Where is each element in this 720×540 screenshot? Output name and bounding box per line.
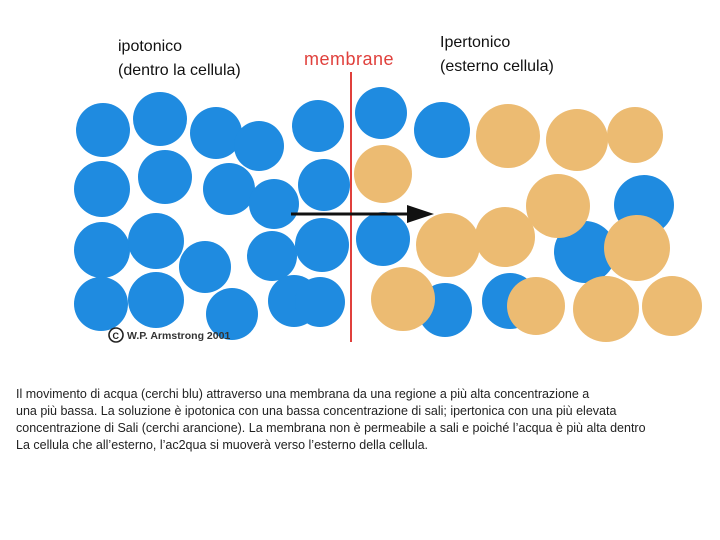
copyright-mark: C W.P. Armstrong 2001 (108, 327, 230, 343)
salt-molecule-circle (371, 267, 435, 331)
caption: Il movimento di acqua (cerchi blu) attra… (16, 386, 720, 454)
water-molecule-circle (203, 163, 255, 215)
salt-molecule-circle (416, 213, 480, 277)
water-molecule-circle (298, 159, 350, 211)
hypotonic-label: ipotonico (dentro la cellula) (118, 38, 241, 79)
water-molecule-circle (206, 288, 258, 340)
salt-molecule-circle (642, 276, 702, 336)
salt-molecule-circle (476, 104, 540, 168)
water-molecule-circle (128, 213, 184, 269)
water-molecule-circle (292, 100, 344, 152)
water-molecule-circle (74, 277, 128, 331)
molecule-circles (74, 87, 702, 342)
salt-molecule-circle (507, 277, 565, 335)
water-molecule-circle (76, 103, 130, 157)
caption-line: La cellula che all’esterno, l’ac2qua si … (16, 438, 429, 452)
membrane-label: membrane (304, 49, 394, 69)
hypertonic-label: Ipertonico (esterno cellula) (440, 34, 554, 75)
water-molecule-circle (133, 92, 187, 146)
caption-line: una più bassa. La soluzione è ipotonica … (16, 404, 617, 418)
water-molecule-circle (295, 277, 345, 327)
water-molecule-circle (249, 179, 299, 229)
water-molecule-circle (138, 150, 192, 204)
salt-molecule-circle (526, 174, 590, 238)
caption-line: concentrazione di Sali (cerchi arancione… (16, 421, 646, 435)
water-molecule-circle (355, 87, 407, 139)
water-molecule-circle (234, 121, 284, 171)
svg-text:C: C (113, 331, 120, 341)
water-molecule-circle (295, 218, 349, 272)
salt-molecule-circle (546, 109, 608, 171)
water-molecule-circle (128, 272, 184, 328)
salt-molecule-circle (354, 145, 412, 203)
water-molecule-circle (190, 107, 242, 159)
caption-line: Il movimento di acqua (cerchi blu) attra… (16, 387, 590, 401)
water-molecule-circle (247, 231, 297, 281)
salt-molecule-circle (573, 276, 639, 342)
water-molecule-circle (74, 161, 130, 217)
salt-molecule-circle (475, 207, 535, 267)
water-molecule-circle (356, 212, 410, 266)
copyright-label: W.P. Armstrong 2001 (127, 330, 230, 342)
water-molecule-circle (74, 222, 130, 278)
salt-molecule-circle (604, 215, 670, 281)
water-molecule-circle (179, 241, 231, 293)
osmosis-diagram: membrane C W.P. Armstrong 2001 (74, 49, 702, 343)
copyright-icon (108, 327, 124, 343)
water-flow-arrowhead (407, 205, 434, 223)
water-molecule-circle (414, 102, 470, 158)
salt-molecule-circle (607, 107, 663, 163)
water-molecule-circle (554, 221, 616, 283)
